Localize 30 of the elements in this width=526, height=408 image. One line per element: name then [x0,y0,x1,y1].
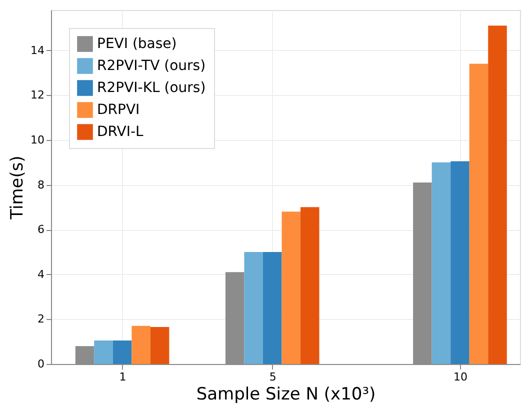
y-tick-label: 8 [38,178,44,192]
legend-label: DRVI-L [97,124,144,140]
bar [469,64,488,364]
bar [94,340,113,364]
y-tick-label: 10 [30,133,44,146]
bar [488,26,507,364]
y-axis-title: Time(s) [8,156,28,220]
x-tick-label: 1 [119,370,126,384]
x-axis-title: Sample Size N (x10³) [196,384,376,404]
legend-label: PEVI (base) [97,36,177,52]
legend-label: DRPVI [97,102,140,118]
bar [150,327,170,364]
x-tick-label: 5 [269,370,276,384]
legend-label: R2PVI-TV (ours) [97,58,206,74]
y-tick-label: 14 [30,44,44,57]
bar [282,212,301,364]
bar [300,207,320,364]
bar [432,162,451,364]
y-tick-label: 0 [38,358,44,370]
bar [132,326,150,364]
y-tick-label: 4 [38,268,44,281]
y-tick-label: 2 [38,312,44,326]
y-tick-label: 6 [38,223,44,236]
bar [112,340,132,364]
y-tick-label: 12 [30,88,44,102]
bar [450,161,470,364]
x-tick-label: 10 [453,370,468,384]
bar [244,252,263,364]
legend-label: R2PVI-KL (ours) [97,80,206,96]
bar [262,252,282,364]
